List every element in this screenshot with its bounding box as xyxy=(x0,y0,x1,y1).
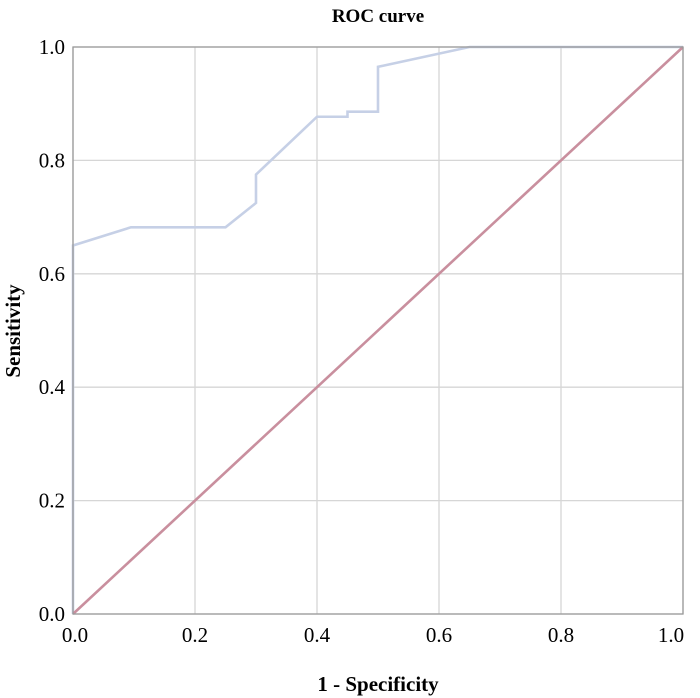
y-tick-label: 0.6 xyxy=(39,262,65,286)
x-tick-label: 0.0 xyxy=(62,623,88,647)
y-tick-label: 0.8 xyxy=(39,148,65,172)
x-tick-label: 0.4 xyxy=(304,623,331,647)
plot-frame xyxy=(72,46,684,615)
x-tick-label: 1.0 xyxy=(658,623,684,647)
roc-curve-line xyxy=(71,45,683,614)
y-tick-label: 1.0 xyxy=(39,35,65,59)
x-axis-label: 1 - Specificity xyxy=(317,672,439,696)
x-tick-label: 0.2 xyxy=(182,623,208,647)
y-axis-label: Sensitivity xyxy=(1,284,25,378)
series-layer xyxy=(71,45,684,615)
y-tick-label: 0.0 xyxy=(39,602,65,626)
chart-title: ROC curve xyxy=(332,6,424,27)
reference-diagonal-line xyxy=(72,46,684,615)
x-tick-label: 0.8 xyxy=(548,623,574,647)
y-tick-label: 0.2 xyxy=(39,489,65,513)
x-tick-label: 0.6 xyxy=(426,623,452,647)
tick-labels: 0.0 0.2 0.4 0.6 0.8 1.0 0.0 0.2 0.4 0.6 0.8 1.0 xyxy=(39,35,684,647)
y-tick-label: 0.4 xyxy=(39,375,66,399)
